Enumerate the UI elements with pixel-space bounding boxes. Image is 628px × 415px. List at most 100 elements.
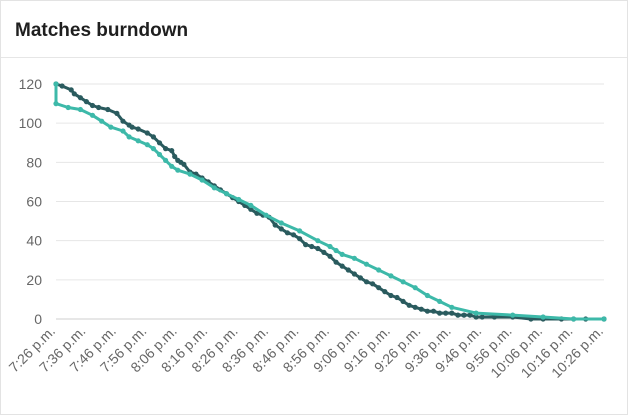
data-point [236,196,242,203]
data-point [339,263,345,269]
data-point [290,232,297,238]
data-point [163,157,169,163]
data-point [370,281,376,287]
data-point [424,292,430,299]
data-point [248,202,254,208]
data-point [108,124,114,130]
data-point [430,308,437,314]
data-point [315,245,321,252]
data-point [175,167,181,173]
data-point [156,151,163,158]
data-point [83,99,89,105]
data-point [120,118,126,124]
data-point [68,87,74,93]
data-point [321,249,327,255]
data-point [363,261,370,267]
data-point [71,91,77,97]
data-point [297,228,303,234]
data-point [473,310,479,316]
data-point [357,275,363,281]
data-point [211,185,217,191]
series-lines [53,81,607,322]
data-point [181,161,187,167]
y-tick-label: 40 [26,233,42,249]
data-point [105,106,111,113]
chart-title: Matches burndown [15,20,189,41]
data-point [376,285,382,291]
data-point [53,101,59,107]
data-point [272,222,278,228]
data-point [309,243,315,250]
data-point [187,171,193,177]
data-point [114,110,120,116]
data-point [424,308,430,314]
data-point [333,247,339,254]
data-point [388,273,394,279]
data-point [339,251,345,257]
data-point [491,314,497,320]
data-point [473,314,479,320]
data-point [77,106,83,113]
data-point [169,148,175,154]
data-point [315,238,321,244]
data-point [443,310,449,316]
data-point [278,226,284,232]
data-point [59,83,65,89]
data-point [345,267,351,273]
data-point [412,304,418,310]
data-point [199,177,205,183]
data-point [150,146,156,152]
data-point [303,242,309,248]
data-point [363,279,370,285]
data-point [89,112,96,118]
data-point [333,259,339,265]
data-point [144,142,150,148]
data-point [150,134,156,140]
data-point [437,310,443,316]
data-point [284,230,290,236]
data-point [449,310,455,316]
data-point [400,298,406,304]
y-tick-label: 0 [34,311,42,327]
data-point [461,312,467,318]
data-point [479,314,485,320]
data-point [65,104,71,111]
data-point [278,220,284,226]
data-point [382,289,388,295]
data-point [467,312,473,318]
data-point [254,210,260,216]
data-point [540,314,546,320]
data-point [135,138,141,144]
data-point [351,271,357,277]
data-point [96,104,102,111]
y-tick-label: 60 [26,194,42,210]
data-point [144,130,150,136]
data-point [437,298,443,304]
data-point [412,285,418,291]
data-point [89,102,96,109]
y-tick-label: 80 [26,154,42,170]
data-point [449,304,455,310]
data-point [263,212,269,218]
data-point [135,126,141,132]
y-tick-label: 120 [19,76,43,92]
y-tick-label: 100 [19,115,43,131]
data-point [53,81,59,87]
data-point [327,253,333,259]
data-point [406,302,412,308]
data-point [99,118,105,124]
data-point [223,191,230,197]
data-point [172,153,178,160]
data-point [455,312,461,318]
data-point [129,124,135,130]
grid-lines [56,83,604,320]
data-point [169,163,175,169]
data-point [126,134,132,140]
data-point [297,236,303,242]
data-point [571,316,577,322]
data-point [400,279,406,285]
data-point [120,128,126,134]
data-point [327,243,333,250]
